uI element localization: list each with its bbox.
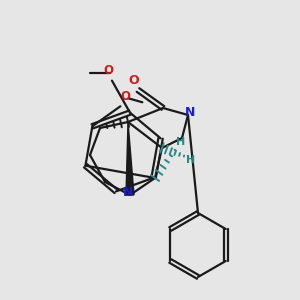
Polygon shape	[126, 122, 134, 195]
Text: H: H	[186, 155, 196, 165]
Text: O: O	[129, 74, 139, 86]
Text: O: O	[103, 64, 113, 77]
Text: N: N	[185, 106, 195, 119]
Text: O: O	[120, 90, 130, 103]
Text: N: N	[123, 187, 133, 200]
Text: H: H	[176, 137, 186, 147]
